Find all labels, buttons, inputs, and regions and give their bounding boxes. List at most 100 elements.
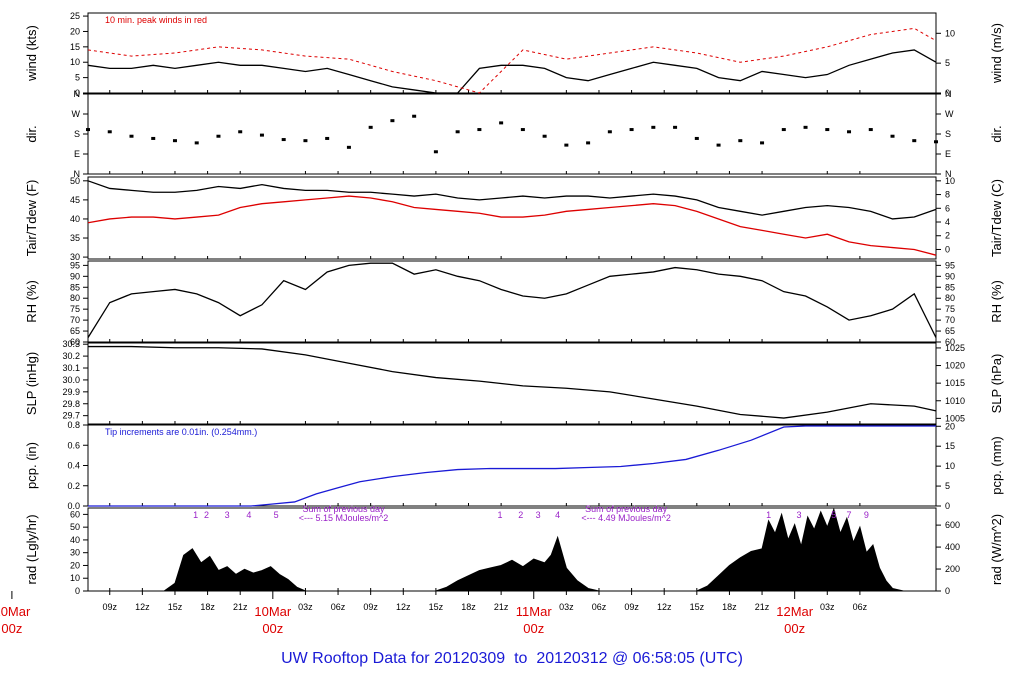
dir-direction-point [346,145,351,149]
rad-annotation: Sum of previous day [585,504,668,514]
dir-direction-point [738,139,743,143]
dir-ylabel-left: dir. [24,125,39,142]
time-axis-label: 06z [592,602,607,612]
rh-left-tick-label: 95 [70,260,80,270]
rad-left-tick-label: 30 [70,548,80,558]
dir-direction-point [107,130,112,134]
pcp-precip-line [88,425,936,507]
slp-panel-frame [87,342,937,425]
wind-ylabel-left: wind (kts) [24,25,39,82]
dir-direction-point [912,139,917,143]
footer-timezone: (UTC) [699,650,743,667]
rad-right-tick-label: 400 [945,542,960,552]
rad-hour-marker: 5 [274,510,279,520]
rad-hour-marker: 4 [555,510,560,520]
wind-left-tick-label: 15 [70,42,80,52]
temp-left-tick-label: 50 [70,176,80,186]
wind-ylabel-right: wind (m/s) [989,23,1004,84]
dir-direction-point [412,114,417,118]
dir-direction-point [868,128,873,132]
temp-left-tick-label: 30 [70,252,80,262]
footer-time: @ 06:58:05 [611,650,695,667]
dir-right-tick-label: W [945,109,954,119]
pcp-right-tick-label: 0 [945,501,950,511]
dir-right-tick-label: N [945,169,952,179]
slp-left-tick-label: 30.2 [62,351,80,361]
time-axis-label: 06z [331,602,346,612]
temp-Tair-line [87,180,937,220]
rh-left-tick-label: 90 [70,271,80,281]
dir-direction-point [847,130,852,134]
dir-direction-point [803,125,808,129]
wind-annotation: 10 min. peak winds in red [105,15,207,25]
dir-left-tick-label: E [74,149,80,159]
dir-direction-point [542,134,547,138]
time-axis-label: 12z [135,602,150,612]
dir-direction-point [651,125,656,129]
dir-direction-point [520,128,525,132]
dir-direction-point [694,136,699,140]
time-axis-label: 21z [494,602,509,612]
dir-left-tick-label: N [74,169,81,179]
rad-hour-marker: 3 [225,510,230,520]
rad-ylabel-left: rad (Lgly/hr) [24,514,39,584]
dir-direction-point [368,125,373,129]
dir-direction-point [238,130,243,134]
rh-panel-frame [87,260,937,343]
wind-right-tick-label: 5 [945,58,950,68]
rad-hour-marker: 5 [831,510,836,520]
temp-right-tick-label: 0 [945,244,950,254]
dir-right-tick-label: N [945,89,952,99]
wind-left-tick-label: 25 [70,11,80,21]
rad-left-tick-label: 0 [75,586,80,596]
footer-prefix: UW Rooftop Data for [281,650,430,667]
time-axis-label: 15z [690,602,705,612]
slp-right-tick-label: 1005 [945,413,965,423]
dir-direction-point [934,140,938,144]
rad-hour-marker: 1 [193,510,198,520]
temp-left-tick-label: 45 [70,195,80,205]
slp-ylabel-left: SLP (inHg) [24,352,39,415]
pcp-ylabel-left: pcp. (in) [24,442,39,489]
time-axis-label: 09z [624,602,639,612]
slp-ylabel-right: SLP (hPa) [989,354,1004,414]
day-axis-label-date: 12Mar [776,604,814,619]
rh-right-tick-label: 95 [945,260,955,270]
dir-direction-point [564,143,569,147]
rad-hour-marker: 7 [847,510,852,520]
rad-radiation-area [88,507,936,592]
dir-right-tick-label: E [945,149,951,159]
dir-direction-point [303,139,308,143]
pcp-left-tick-label: 0.2 [67,481,80,491]
day-axis-label-hour: 00z [1,621,22,636]
dir-direction-point [216,134,221,138]
day-axis-label-hour: 00z [784,621,805,636]
dir-direction-point [781,128,786,132]
day-axis-label-date: 10Mar [254,604,292,619]
slp-left-tick-label: 29.8 [62,399,80,409]
rad-left-tick-label: 10 [70,573,80,583]
wind-left-tick-label: 5 [75,73,80,83]
day-axis-label-date: 11Mar [516,604,553,619]
rh-right-tick-label: 65 [945,326,955,336]
slp-left-tick-label: 29.7 [62,411,80,421]
temp-ylabel-right: Tair/Tdew (C) [989,179,1004,257]
temp-Tdew-line [87,195,937,256]
pcp-right-tick-label: 10 [945,461,955,471]
footer-to: to [514,650,528,667]
rh-right-tick-label: 80 [945,293,955,303]
time-axis-label: 18z [461,602,476,612]
day-axis-label-hour: 00z [523,621,544,636]
rad-left-tick-label: 50 [70,522,80,532]
dir-direction-point [716,143,721,147]
dir-ylabel-right: dir. [989,125,1004,142]
dir-direction-point [586,141,591,145]
rh-right-tick-label: 90 [945,271,955,281]
dir-direction-point [607,130,612,134]
dir-direction-point [477,128,482,132]
time-axis-label: 03z [559,602,574,612]
rad-hour-marker: 3 [797,510,802,520]
slp-right-tick-label: 1020 [945,361,965,371]
dir-direction-point [760,141,765,145]
